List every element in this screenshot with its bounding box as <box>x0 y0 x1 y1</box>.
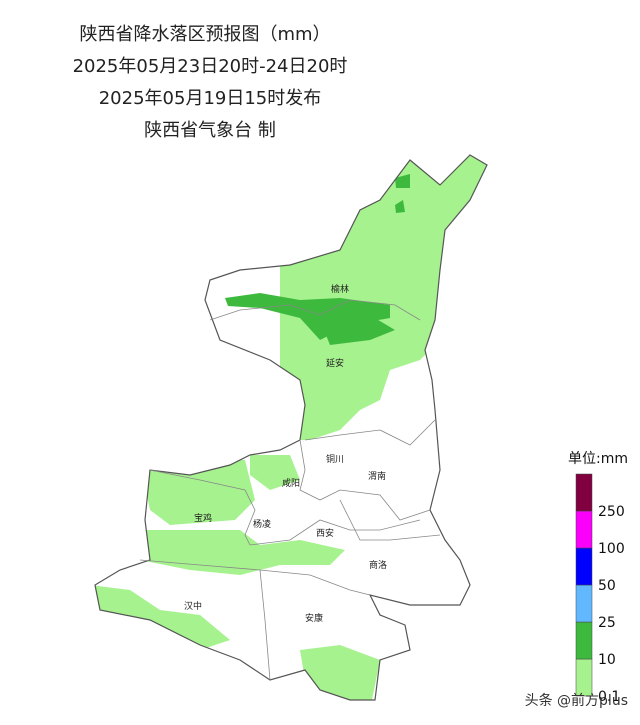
city-label: 宝鸡 <box>194 512 212 524</box>
city-label: 西安 <box>316 527 334 539</box>
city-label: 渭南 <box>368 470 386 482</box>
legend-label: 10 <box>598 652 616 668</box>
legend-swatch <box>575 473 593 512</box>
title: 陕西省降水落区预报图（mm） <box>79 24 330 45</box>
publisher: 陕西省气象台 制 <box>144 120 276 141</box>
city-label: 延安 <box>326 357 344 369</box>
issued: 2025年05月19日15时发布 <box>99 88 322 109</box>
legend-swatch <box>575 658 593 697</box>
legend-label: 100 <box>598 541 625 557</box>
legend-label: 25 <box>598 615 616 631</box>
legend-label: 0.1 <box>598 689 620 705</box>
legend-swatch <box>575 510 593 549</box>
legend-swatch <box>575 547 593 586</box>
city-label: 安康 <box>305 612 323 624</box>
legend-swatch <box>575 584 593 623</box>
city-label: 榆林 <box>331 283 349 295</box>
watermark: 头条 @前方plus <box>525 692 628 709</box>
city-label: 咸阳 <box>282 477 300 489</box>
legend-label: 250 <box>598 504 625 520</box>
city-label: 杨凌 <box>253 518 271 530</box>
legend-label: 50 <box>598 578 616 594</box>
legend-swatch <box>575 621 593 660</box>
period: 2025年05月23日20时-24日20时 <box>73 56 348 77</box>
city-label: 汉中 <box>184 600 202 612</box>
city-label: 铜川 <box>326 453 344 465</box>
legend-unit: 单位:mm <box>568 451 628 467</box>
boundaries <box>139 299 441 681</box>
city-label: 商洛 <box>369 559 387 571</box>
